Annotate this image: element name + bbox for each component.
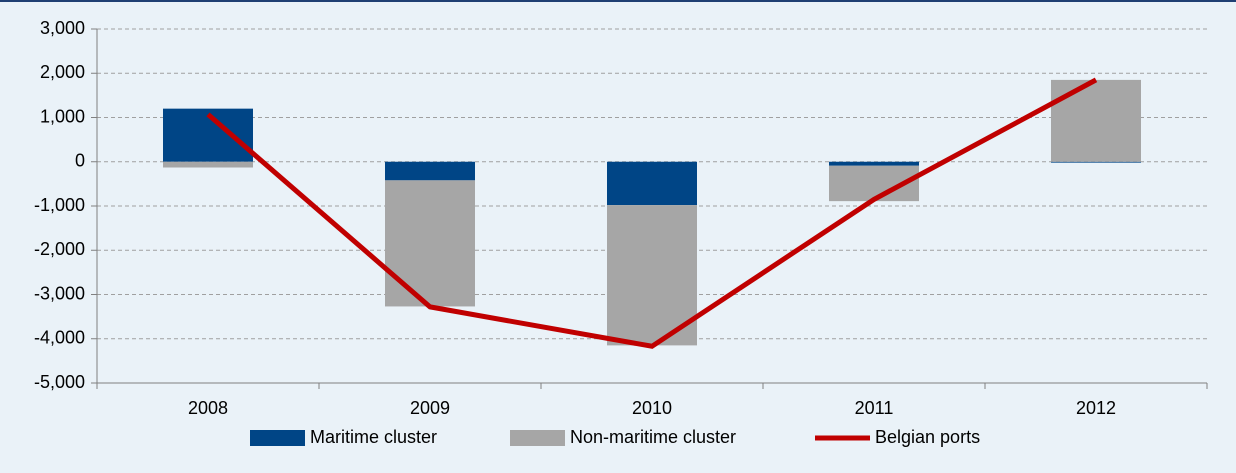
x-tick-label: 2010 (632, 398, 672, 418)
bar (385, 161, 475, 181)
line (206, 77, 1098, 349)
x-tick-label: 2008 (188, 398, 228, 418)
y-tick-label: -2,000 (34, 239, 85, 259)
bar (829, 161, 919, 166)
bar (1051, 161, 1141, 163)
y-tick-label: -1,000 (34, 195, 85, 215)
bar (607, 161, 697, 206)
y-tick-label: -4,000 (34, 328, 85, 348)
bar (163, 161, 253, 168)
x-tick-label: 2009 (410, 398, 450, 418)
legend-swatch (250, 430, 305, 446)
y-tick-label: -3,000 (34, 283, 85, 303)
bar (607, 205, 697, 346)
legend-label: Belgian ports (875, 427, 980, 447)
y-tick-label: -5,000 (34, 372, 85, 392)
y-tick-label: 2,000 (40, 62, 85, 82)
x-tick-label: 2012 (1076, 398, 1116, 418)
y-tick-label: 0 (75, 151, 85, 171)
y-tick-label: 1,000 (40, 106, 85, 126)
legend-swatch (510, 430, 565, 446)
bar (1051, 79, 1141, 162)
x-tick-label: 2011 (855, 398, 894, 418)
y-tick-label: 3,000 (40, 18, 85, 38)
legend-label: Non-maritime cluster (570, 427, 736, 447)
bar (385, 180, 475, 307)
legend-label: Maritime cluster (310, 427, 437, 447)
